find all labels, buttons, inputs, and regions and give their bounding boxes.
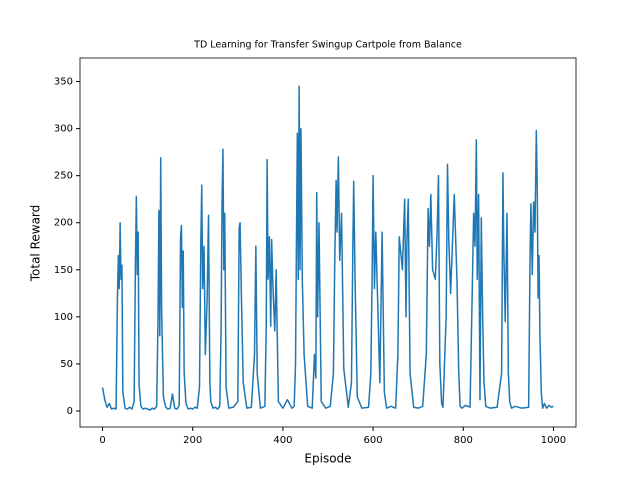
data-line <box>101 85 554 411</box>
y-tick-label: 200 <box>54 218 73 229</box>
chart-title: TD Learning for Transfer Swingup Cartpol… <box>193 40 462 51</box>
x-axis-label: Episode <box>304 452 351 466</box>
x-tick-label: 800 <box>454 435 473 446</box>
x-tick-label: 1000 <box>541 435 566 446</box>
y-tick-label: 300 <box>54 124 73 135</box>
y-axis-label: Total Reward <box>29 205 43 283</box>
y-tick-label: 0 <box>67 406 73 417</box>
x-tick-label: 400 <box>273 435 292 446</box>
x-tick-label: 0 <box>99 435 105 446</box>
y-tick-label: 350 <box>54 77 73 88</box>
plot-frame <box>79 57 577 428</box>
y-tick-label: 100 <box>54 312 73 323</box>
x-tick-label: 200 <box>183 435 202 446</box>
y-tick-label: 150 <box>54 265 73 276</box>
y-tick-label: 50 <box>60 359 73 370</box>
x-tick-label: 600 <box>364 435 383 446</box>
y-tick-label: 250 <box>54 171 73 182</box>
